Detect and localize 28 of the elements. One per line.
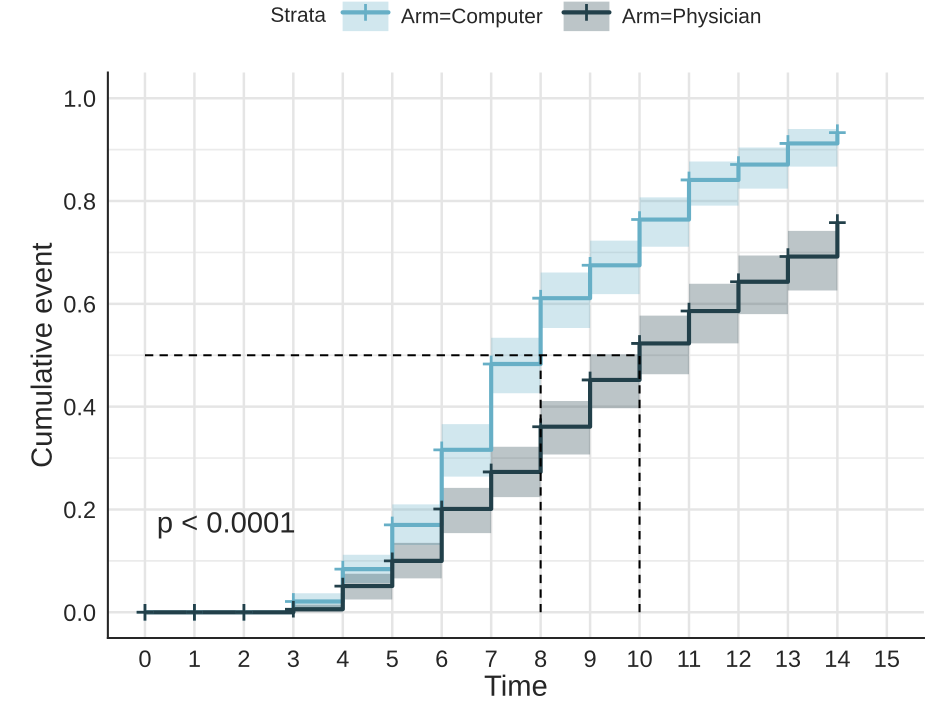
x-tick-label: 13 (776, 650, 800, 668)
y-axis-title: Cumulative event (30, 242, 52, 466)
x-tick-label: 0 (139, 650, 151, 668)
x-tick-label: 9 (584, 650, 596, 668)
x-tick-label: 2 (238, 650, 250, 667)
y-tick-label: 0.8 (64, 193, 96, 210)
legend-title: Strata (271, 7, 326, 22)
x-tick-label: 1 (190, 650, 200, 667)
y-tick-label: 0.4 (64, 398, 96, 416)
x-axis-title: Time (484, 674, 546, 696)
y-tick-label: 0.0 (64, 604, 96, 622)
y-tick-label: 0.6 (64, 296, 96, 313)
y-tick-label: 0.2 (64, 502, 95, 518)
x-tick-label: 6 (436, 650, 448, 668)
y-tick-label: 1.0 (65, 90, 96, 107)
x-tick-label: 12 (727, 650, 750, 667)
x-tick-label: 10 (628, 650, 652, 668)
x-tick-label: 15 (876, 650, 899, 668)
x-tick-label: 11 (678, 650, 700, 667)
x-tick-label: 7 (486, 650, 497, 667)
legend-label: Arm=Computer (400, 8, 542, 28)
x-tick-label: 8 (535, 650, 546, 668)
x-tick-label: 3 (288, 650, 299, 668)
x-tick-label: 14 (826, 650, 850, 667)
legend-label: Arm=Physician (622, 8, 760, 28)
x-tick-label: 5 (386, 650, 398, 668)
annotation: p < 0.0001 (158, 512, 294, 538)
x-tick-label: 4 (336, 650, 349, 667)
